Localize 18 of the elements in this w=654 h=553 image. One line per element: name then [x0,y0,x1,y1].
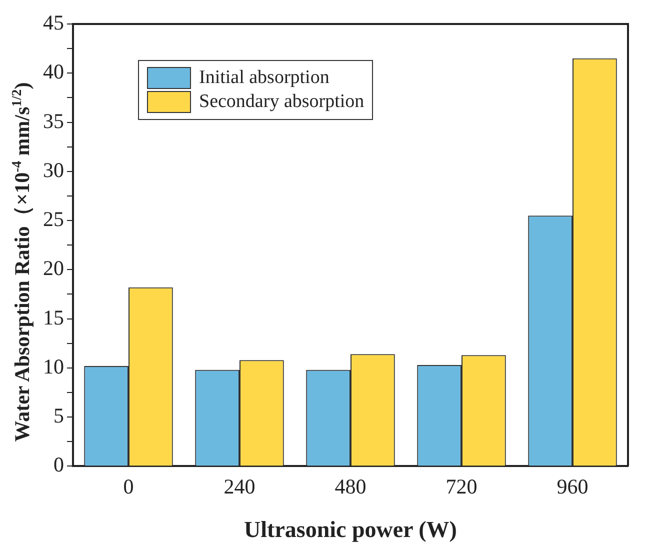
x-tick-label: 480 [334,474,366,498]
legend-label: Initial absorption [199,67,330,89]
x-tick-label: 960 [556,474,588,498]
y-tick-label: 15 [43,305,64,330]
y-tick-label: 35 [43,108,64,133]
y-tick-label: 0 [54,452,64,477]
y-tick-label: 20 [43,256,64,280]
y-tick-label: 45 [43,10,64,35]
y-tick-label: 40 [43,60,64,84]
x-tick-label: 0 [123,474,134,498]
x-axis-title: Ultrasonic power (W) [244,517,457,542]
x-tick-label: 720 [446,474,478,498]
y-tick-label: 5 [54,404,64,428]
y-tick-label: 10 [43,354,64,378]
x-tick-label: 240 [224,474,256,498]
y-tick-label: 30 [43,158,64,182]
y-tick-label: 25 [43,207,64,232]
legend-label: Secondary absorption [199,91,364,113]
